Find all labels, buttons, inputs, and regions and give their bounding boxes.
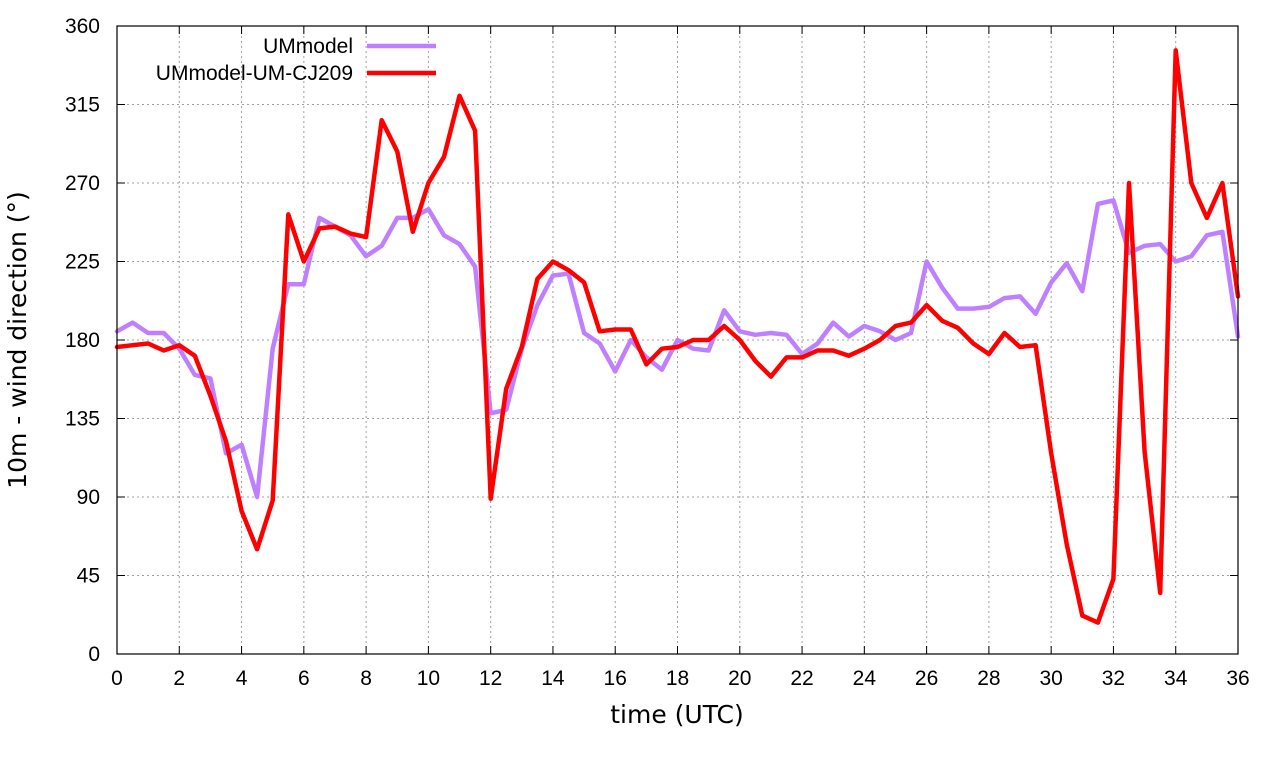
series-line-2 xyxy=(114,48,1241,625)
x-tick-label: 8 xyxy=(360,667,372,690)
y-tick-label: 270 xyxy=(65,172,100,195)
x-tick-label: 34 xyxy=(1164,667,1188,690)
y-tick-label: 45 xyxy=(77,565,100,588)
x-tick-label: 6 xyxy=(298,667,310,690)
x-tick-label: 4 xyxy=(236,667,248,690)
x-tick-label: 28 xyxy=(977,667,1000,690)
x-tick-label: 14 xyxy=(541,667,565,690)
series-line-1 xyxy=(114,198,1241,500)
axis-ticks: 0 2 4 6 8 10 12 14 16 18 20 22 24 26 28 30 32 34 360459013… xyxy=(65,15,1250,690)
legend-label: UMmodel xyxy=(263,35,353,58)
y-tick-label: 315 xyxy=(65,94,100,117)
plot-frame xyxy=(116,25,1239,655)
y-tick-label: 0 xyxy=(88,643,100,666)
y-tick-label: 135 xyxy=(65,408,100,431)
legend-label: UMmodel-UM-CJ209 xyxy=(156,62,353,85)
x-tick-label: 32 xyxy=(1102,667,1125,690)
y-axis-title: 10m - wind direction (°) xyxy=(3,191,32,489)
x-tick-label: 26 xyxy=(915,667,938,690)
x-tick-label: 16 xyxy=(604,667,627,690)
y-tick-label: 180 xyxy=(65,329,100,352)
x-tick-label: 10 xyxy=(417,667,440,690)
x-tick-label: 36 xyxy=(1226,667,1249,690)
series-lines xyxy=(114,48,1241,625)
x-tick-label: 30 xyxy=(1039,667,1062,690)
x-tick-label: 18 xyxy=(666,667,689,690)
y-tick-label: 360 xyxy=(65,15,100,38)
y-tick-label: 90 xyxy=(77,486,100,509)
x-tick-label: 2 xyxy=(173,667,185,690)
x-tick-label: 22 xyxy=(790,667,813,690)
x-tick-label: 20 xyxy=(728,667,751,690)
x-tick-label: 24 xyxy=(853,667,877,690)
x-tick-label: 0 xyxy=(111,667,123,690)
x-axis-title: time (UTC) xyxy=(610,700,744,729)
x-tick-label: 12 xyxy=(479,667,502,690)
legend: UMmodel UMmodel-UM-CJ209 xyxy=(156,35,436,85)
y-tick-label: 225 xyxy=(65,251,100,274)
